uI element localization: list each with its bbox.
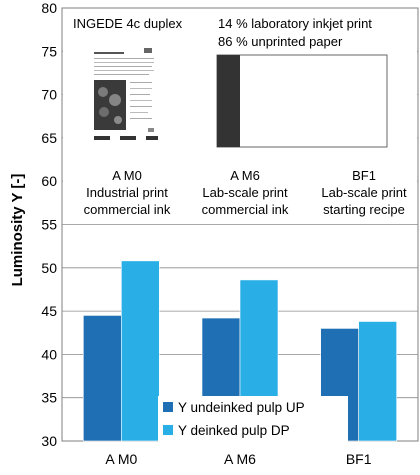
sample-code-bf1: BF1 [352,168,376,183]
y-axis-label: Luminosity Y [-] [9,174,26,287]
y-tick-label: 50 [41,260,57,276]
legend-swatch-undeinked [163,402,173,412]
bar-deinked [358,321,397,442]
y-tick-label: 60 [41,173,57,189]
sample-code-a-m0: A M0 [112,168,142,183]
legend-label-deinked: Y deinked pulp DP [178,423,290,438]
y-tick-label: 75 [41,43,57,59]
sample-desc2-a-m6: commercial ink [202,202,289,217]
sample-swatch-a-m6 [216,54,388,148]
y-tick-labels: 30 35 40 45 50 55 60 65 70 75 80 [41,0,57,449]
x-tick-labels: A M0 A M6 BF1 [105,451,371,467]
legend: Y undeinked pulp UP Y deinked pulp DP [158,396,348,442]
inset-note-line2: 86 % unprinted paper [218,34,343,49]
legend-background [158,396,348,442]
sample-thumbnail-a-m0 [92,47,162,145]
y-tick-label: 80 [41,0,57,16]
sample-desc1-bf1: Lab-scale print [321,185,407,200]
y-tick-label: 40 [41,346,57,362]
bar-deinked [121,260,160,442]
y-tick-label: 55 [41,217,57,233]
x-tick-label: A M6 [224,451,256,467]
y-tick-label: 30 [41,433,57,449]
inset-panel: INGEDE 4c duplex 14 % laboratory inkjet … [63,9,417,224]
sample-desc1-a-m6: Lab-scale print [202,185,288,200]
legend-label-undeinked: Y undeinked pulp UP [178,400,305,415]
y-tick-label: 65 [41,130,57,146]
inset-note-line1: 14 % laboratory inkjet print [218,16,372,31]
x-tick-label: BF1 [346,451,372,467]
sample-desc1-a-m0: Industrial print [86,185,168,200]
y-tick-label: 45 [41,303,57,319]
x-tick-label: A M0 [105,451,137,467]
inset-title: INGEDE 4c duplex [73,16,183,31]
y-tick-label: 70 [41,87,57,103]
sample-code-a-m6: A M6 [230,168,260,183]
sample-desc2-bf1: starting recipe [323,202,405,217]
y-tick-label: 35 [41,390,57,406]
bar-undeinked [83,315,122,442]
legend-swatch-deinked [163,425,173,435]
sample-desc2-a-m0: commercial ink [84,202,171,217]
